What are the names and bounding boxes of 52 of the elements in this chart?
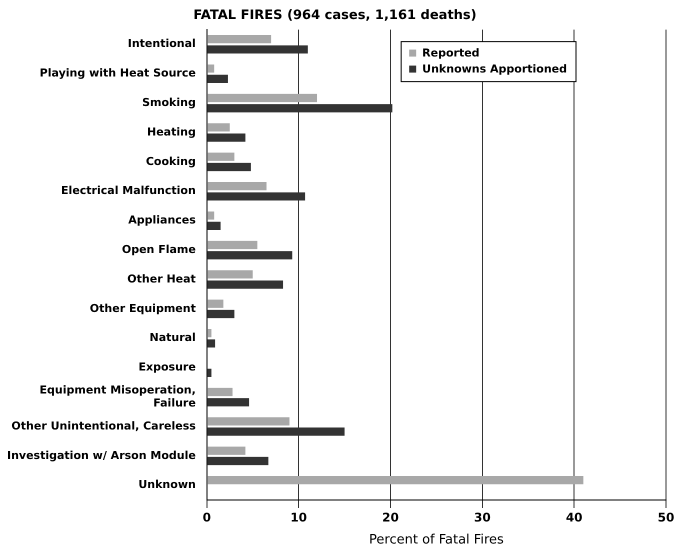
bar (207, 368, 212, 377)
bar (207, 123, 230, 132)
bar (207, 329, 212, 338)
bar (207, 240, 258, 250)
bar (207, 476, 584, 484)
bar (207, 398, 250, 406)
x-tick-label: 0 (202, 510, 212, 524)
x-tick-label: 30 (474, 510, 491, 524)
bar (207, 74, 228, 83)
bar (207, 94, 318, 102)
bar (207, 270, 253, 278)
bar (207, 300, 224, 308)
bar (207, 280, 284, 289)
y-tick-label: Investigation w/ Arson Module (7, 448, 196, 462)
x-tick-label: 10 (290, 510, 308, 524)
x-tick-label: 40 (566, 510, 583, 524)
bar (207, 417, 290, 426)
bar (207, 456, 268, 466)
bar (207, 64, 214, 73)
bar (207, 134, 246, 142)
y-tick-label: Cooking (146, 154, 196, 168)
bar (207, 182, 267, 190)
y-tick-label: Exposure (138, 360, 196, 374)
bar (207, 152, 234, 161)
y-tick-label: Intentional (128, 37, 196, 50)
bar (207, 251, 292, 260)
y-tick-label: Other Heat (127, 272, 196, 286)
y-tick-label: Open Flame (122, 242, 196, 256)
bar (207, 35, 272, 44)
y-tick-label: Playing with Heat Source (40, 66, 196, 80)
x-tick-label: 50 (658, 510, 674, 524)
bar (207, 339, 216, 348)
legend-label: Unknowns Apportioned (422, 62, 568, 76)
y-tick-label: Unknown (138, 478, 196, 492)
y-tick-label: Natural (149, 331, 196, 344)
y-tick-label: Other Equipment (90, 302, 196, 315)
bar (207, 446, 246, 455)
chart-title: FATAL FIRES (964 cases, 1,161 deaths) (193, 8, 477, 24)
y-tick-label: Appliances (128, 214, 196, 227)
x-axis-title: Percent of Fatal Fires (369, 532, 504, 548)
bar (207, 388, 233, 396)
bar (207, 162, 251, 172)
y-tick-label: Smoking (142, 96, 196, 109)
x-tick-label: 20 (382, 510, 399, 524)
legend-label: Reported (422, 46, 480, 60)
bar (207, 211, 214, 220)
bar (207, 310, 234, 318)
y-tick-label: Equipment Misoperation, Failure (40, 383, 196, 410)
bar (207, 222, 221, 230)
y-tick-label: Heating (147, 125, 196, 138)
y-tick-label: Electrical Malfunction (61, 184, 196, 198)
y-tick-label: Other Unintentional, Careless (11, 419, 196, 432)
